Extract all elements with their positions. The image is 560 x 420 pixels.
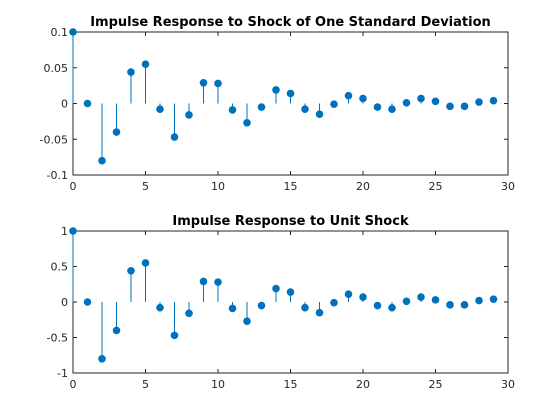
stem-marker [460, 301, 469, 309]
y-tick-label: -1 [57, 367, 68, 380]
x-tick-label: 15 [284, 180, 298, 193]
stem-marker [257, 103, 266, 111]
x-tick-label: 10 [211, 378, 225, 391]
y-tick-label: -0.5 [47, 332, 68, 345]
x-tick-label: 20 [356, 378, 370, 391]
y-tick-label: 0.5 [51, 261, 69, 274]
stem-marker [431, 296, 440, 304]
stem-marker [185, 111, 193, 119]
stem-marker [214, 278, 222, 286]
stem-marker [359, 94, 367, 103]
stem-marker [475, 98, 483, 106]
stem-marker [286, 288, 295, 296]
stem-marker [199, 78, 208, 87]
subplot-unit-shock: Impulse Response to Unit Shock 0 5 10 15 20 2… [47, 214, 515, 391]
stem-marker [257, 301, 266, 310]
stem-marker [170, 331, 179, 340]
stem-marker [98, 355, 106, 363]
stem-marker [475, 296, 483, 305]
stem-marker [388, 105, 396, 114]
stem-marker [417, 293, 425, 301]
x-tick-label: 30 [501, 378, 515, 391]
stem-marker [373, 301, 382, 310]
x-tick-label: 15 [284, 378, 298, 391]
stem-marker [344, 290, 353, 298]
chart-title: Impulse Response to Shock of One Standar… [90, 15, 491, 30]
stem-marker [272, 284, 280, 293]
x-tick-label: 5 [142, 378, 149, 391]
subplot-one-standard-deviation: Impulse Response to Shock of One Standar… [40, 15, 515, 193]
stem-marker [330, 100, 338, 109]
stem-marker [112, 326, 121, 335]
chart-title: Impulse Response to Unit Shock [172, 214, 409, 229]
stem-marker [402, 98, 411, 107]
stem-marker [301, 303, 309, 312]
stem-marker [460, 102, 469, 111]
stem-marker [388, 303, 396, 312]
stem-marker [402, 297, 411, 306]
stem-series [69, 28, 498, 165]
stem-marker [141, 259, 150, 267]
stem-marker [417, 94, 425, 103]
stem-marker [228, 304, 237, 313]
y-ticks: -1 -0.5 0 0.5 1 [47, 225, 508, 380]
y-tick-label: 0.1 [51, 26, 69, 39]
stem-marker [315, 308, 324, 317]
x-tick-label: 0 [70, 180, 77, 193]
stem-marker [243, 317, 251, 325]
stem-marker [344, 91, 353, 100]
y-tick-label: -0.05 [40, 133, 68, 146]
stem-marker [112, 128, 121, 136]
stem-marker [315, 110, 324, 119]
x-tick-label: 10 [211, 180, 225, 193]
stem-marker [446, 301, 454, 309]
x-tick-label: 30 [501, 180, 515, 193]
stem-marker [199, 277, 208, 286]
y-tick-label: 0 [61, 296, 68, 309]
stem-marker [489, 295, 498, 303]
stem-marker [446, 102, 454, 111]
stem-marker [373, 103, 382, 111]
stem-marker [185, 309, 193, 318]
stem-marker [489, 96, 498, 105]
stem-marker [83, 99, 92, 108]
stem-marker [83, 298, 92, 306]
x-ticks: 0 5 10 15 20 25 30 [70, 32, 515, 193]
stem-marker [243, 119, 251, 127]
y-tick-label: 0.05 [44, 62, 69, 75]
stem-marker [214, 79, 222, 88]
stem-marker [69, 28, 77, 36]
y-ticks: -0.1 -0.05 0 0.05 0.1 [40, 26, 508, 182]
x-tick-label: 5 [142, 180, 149, 193]
x-tick-label: 20 [356, 180, 370, 193]
y-tick-label: 0 [61, 98, 68, 111]
x-tick-label: 0 [70, 378, 77, 391]
y-tick-label: 1 [61, 225, 68, 238]
x-tick-label: 25 [429, 378, 443, 391]
stem-marker [141, 60, 150, 68]
stem-marker [69, 227, 77, 235]
stem-marker [228, 106, 237, 114]
x-tick-label: 25 [429, 180, 443, 193]
stem-marker [286, 89, 295, 98]
stem-marker [431, 97, 440, 106]
stem-marker [359, 293, 367, 301]
stem-series [69, 227, 498, 363]
stem-marker [127, 266, 135, 275]
stem-marker [301, 105, 309, 114]
y-tick-label: -0.1 [47, 169, 68, 182]
stem-marker [127, 68, 135, 76]
stem-marker [170, 133, 179, 141]
x-ticks: 0 5 10 15 20 25 30 [70, 231, 515, 391]
stem-marker [156, 303, 164, 312]
stem-marker [156, 105, 164, 114]
stem-marker [330, 298, 338, 307]
stem-marker [272, 86, 280, 94]
stem-marker [98, 156, 106, 165]
